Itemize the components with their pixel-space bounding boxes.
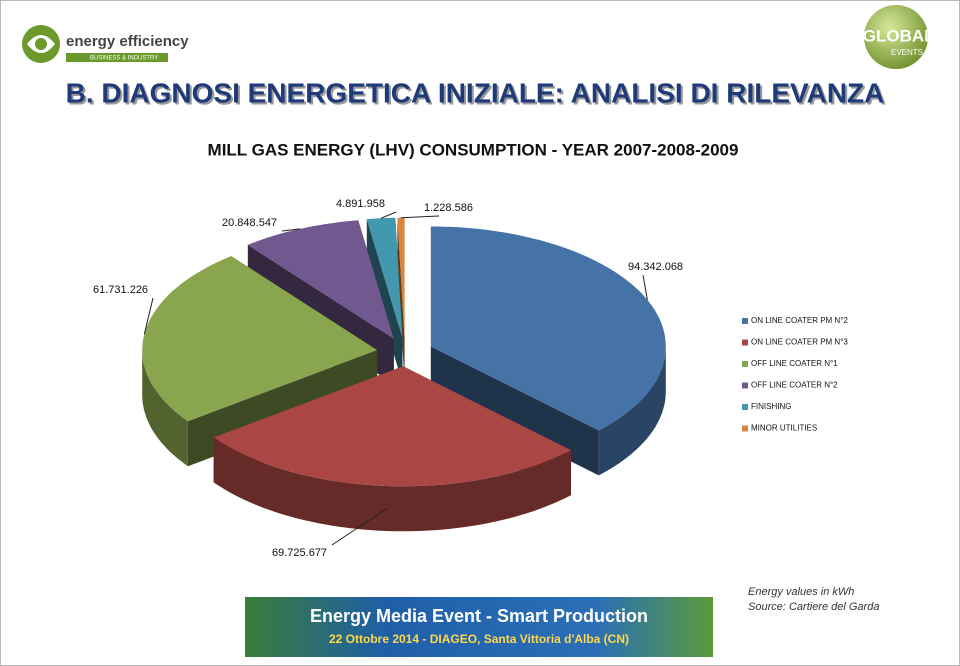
legend-label: MINOR UTILITIES	[751, 424, 817, 433]
legend-label: FINISHING	[751, 402, 791, 411]
data-label: 20.848.547	[222, 217, 277, 229]
note: Energy values in kWh	[748, 586, 854, 598]
data-label: 69.725.677	[272, 547, 327, 559]
legend-swatch	[742, 318, 748, 324]
logo-text: energy efficiency	[66, 33, 189, 50]
legend-swatch	[742, 361, 748, 367]
leader-line	[143, 297, 154, 335]
logo-right: TIMGLOBAL EVENTS	[833, 5, 935, 69]
slice	[247, 220, 394, 339]
leader-line	[281, 228, 300, 232]
legend-label: OFF LINE COATER N°2	[751, 381, 838, 390]
logo-tagline: EVENTS	[891, 48, 923, 57]
pie: 94.342.068 69.725.677 61.731.226 20.848.547…	[93, 198, 683, 559]
legend-swatch	[742, 382, 748, 389]
legend-swatch	[742, 425, 748, 432]
logo-left: energy efficiency BUSINESS & INDUSTRY	[22, 25, 189, 63]
slice-wall	[213, 437, 571, 532]
slice-side	[397, 217, 405, 383]
logo-band	[66, 53, 168, 62]
slice	[430, 226, 666, 431]
slice	[397, 217, 405, 338]
leader-line	[331, 508, 387, 546]
banner-title: Energy Media Event - Smart Production	[310, 606, 648, 626]
slide-title-shadow: B. DIAGNOSI ENERGETICA INIZIALE: ANALISI…	[68, 79, 887, 110]
data-label: 61.731.226	[93, 284, 148, 296]
chart-title: MILL GAS ENERGY (LHV) CONSUMPTION - YEAR…	[208, 140, 739, 159]
legend-label: ON LINE COATER PM N°3	[751, 338, 848, 347]
note: Source: Cartiere del Garda	[748, 601, 879, 613]
slide-title: B. DIAGNOSI ENERGETICA INIZIALE: ANALISI…	[66, 77, 885, 108]
slice-wall	[598, 346, 666, 476]
legend: ON LINE COATER PM N°2 ON LINE COATER PM N…	[742, 316, 848, 433]
legend-label: ON LINE COATER PM N°2	[751, 316, 848, 325]
legend-swatch	[742, 339, 748, 346]
banner-subtitle: 22 Ottobre 2014 - DIAGEO, Santa Vittoria…	[329, 632, 629, 646]
logo-text: TIMGLOBAL	[833, 26, 934, 45]
banner-background	[245, 597, 713, 657]
legend-label: OFF LINE COATER N°1	[751, 359, 838, 368]
slice	[366, 217, 403, 338]
data-label: 94.342.068	[628, 261, 683, 273]
data-label: 4.891.958	[336, 198, 385, 210]
slice-wall	[142, 350, 188, 467]
slice	[213, 366, 571, 487]
leader-line	[400, 215, 440, 219]
legend-swatch	[742, 404, 748, 410]
data-label: 1.228.586	[424, 202, 473, 214]
banner: Energy Media Event - Smart Production 22…	[245, 597, 713, 657]
leader-line	[642, 274, 648, 300]
logo-tagline: BUSINESS & INDUSTRY	[90, 56, 158, 62]
leader-line	[380, 211, 397, 219]
slice	[142, 256, 378, 422]
